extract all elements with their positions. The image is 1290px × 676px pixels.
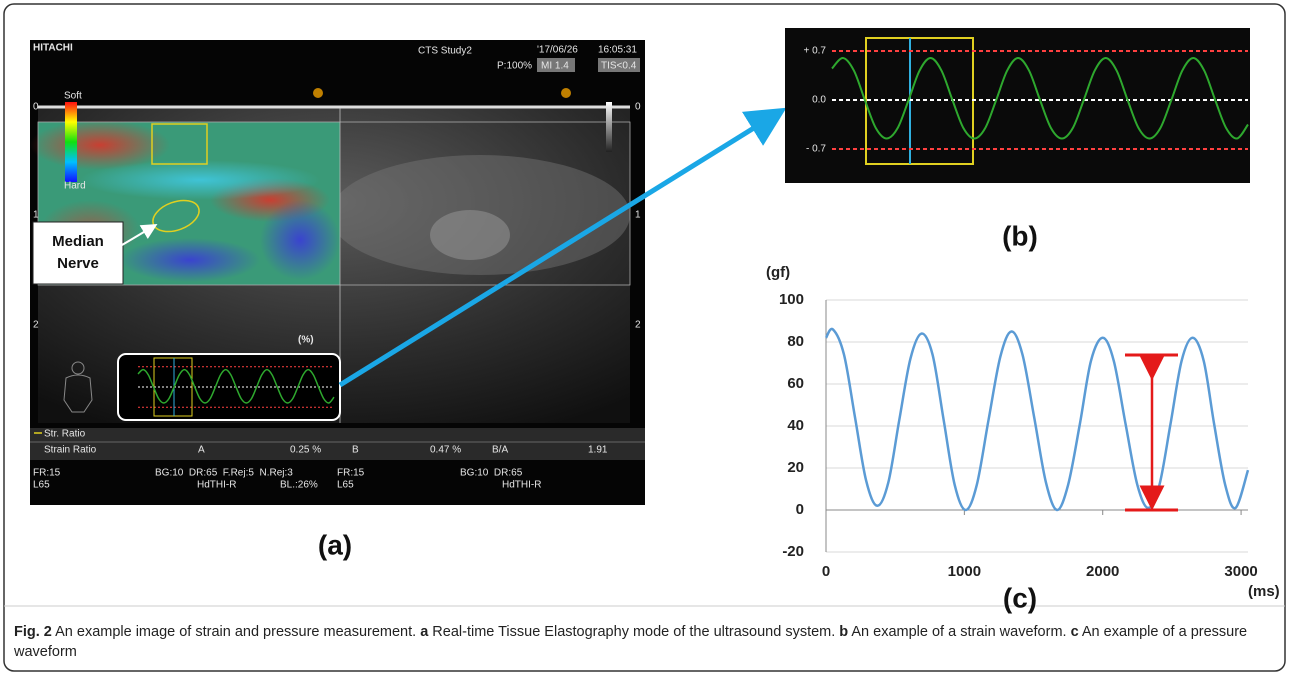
ratio-cell: 0.25 %	[290, 445, 321, 456]
y-tick-label: 40	[787, 417, 804, 434]
depth: 0	[635, 102, 641, 113]
ultrasound-screen: HITACHI CTS Study2 '17/06/26 16:05:31 P:…	[30, 40, 645, 505]
y-tick-label: 0.0	[812, 95, 826, 106]
ratio-cell: B/A	[492, 445, 508, 456]
info: FR:15	[33, 468, 61, 479]
caption-text: An example image of strain and pressure …	[55, 624, 416, 640]
x-tick-label: 2000	[1086, 563, 1119, 580]
blob	[120, 238, 260, 282]
info: L65	[337, 480, 354, 491]
depth: 0	[33, 102, 39, 113]
figure: HITACHI CTS Study2 '17/06/26 16:05:31 P:…	[0, 0, 1290, 676]
panel-label: (a)	[318, 529, 352, 560]
soft-label: Soft	[64, 91, 82, 102]
color-bar	[65, 102, 77, 182]
ratio-title: Str. Ratio	[44, 429, 86, 440]
caption-text: Real-time Tissue Elastography mode of th…	[432, 624, 835, 640]
x-tick-label: 1000	[948, 563, 981, 580]
date: '17/06/26	[537, 45, 578, 56]
depth: 1	[635, 210, 641, 221]
brand: HITACHI	[33, 43, 73, 54]
unit: (%)	[298, 335, 314, 346]
tis: TIS<0.4	[601, 61, 637, 72]
depth: 1	[33, 210, 39, 221]
hard-label: Hard	[64, 181, 86, 192]
panel-label: (b)	[1002, 220, 1038, 251]
ratio-cell: 0.47 %	[430, 445, 461, 456]
info: L65	[33, 480, 50, 491]
ratio-bar	[30, 428, 645, 460]
y-tick-label: + 0.7	[803, 46, 826, 57]
mi: MI 1.4	[541, 61, 569, 72]
y-tick-label: -20	[782, 543, 804, 560]
info: FR:15	[337, 468, 365, 479]
blob	[260, 200, 340, 280]
params: HdTHI-R	[502, 480, 541, 491]
ratio-cell: 1.91	[588, 445, 608, 456]
caption: Fig. 2 An example image of strain and pr…	[14, 622, 1276, 662]
x-tick-label: 3000	[1224, 563, 1257, 580]
y-tick-label: - 0.7	[806, 144, 826, 155]
panel-label: (c)	[1003, 582, 1037, 613]
study: CTS Study2	[418, 46, 472, 57]
params: HdTHI-R	[197, 480, 236, 491]
y-tick-label: 100	[779, 291, 804, 308]
marker	[561, 88, 571, 98]
marker	[313, 88, 323, 98]
y-tick-label: 60	[787, 375, 804, 392]
gray-bar	[606, 102, 612, 152]
depth: 2	[635, 320, 641, 331]
caption-label: Fig. 2	[14, 624, 52, 640]
power: P:100%	[497, 61, 532, 72]
caption-key: a	[420, 624, 428, 640]
caption-key: b	[839, 624, 848, 640]
caption-text: An example of a strain waveform.	[851, 624, 1066, 640]
annotation: Median	[52, 233, 104, 250]
tissue	[430, 210, 510, 260]
blob	[80, 160, 320, 200]
annotation: Nerve	[57, 255, 99, 272]
time: 16:05:31	[598, 45, 637, 56]
y-axis-label: (gf)	[766, 264, 790, 281]
ratio-cell: A	[198, 445, 205, 456]
ratio-cell: Strain Ratio	[44, 445, 97, 456]
annotation-box	[33, 222, 123, 284]
params: BG:10 DR:65 F.Rej:5 N.Rej:3	[155, 468, 293, 479]
caption-key: c	[1071, 624, 1079, 640]
depth: 2	[33, 320, 39, 331]
x-axis-label: (ms)	[1248, 583, 1280, 600]
ratio-cell: B	[352, 445, 359, 456]
y-tick-label: 80	[787, 333, 804, 350]
y-tick-label: 20	[787, 459, 804, 476]
x-tick-label: 0	[822, 563, 830, 580]
params: BL.:26%	[280, 480, 318, 491]
params: BG:10 DR:65	[460, 468, 523, 479]
y-tick-label: 0	[796, 501, 804, 518]
data-line	[826, 329, 1248, 510]
page: {"panel_labels": ["(a)", "(b)", "(c)"], …	[0, 0, 1290, 676]
